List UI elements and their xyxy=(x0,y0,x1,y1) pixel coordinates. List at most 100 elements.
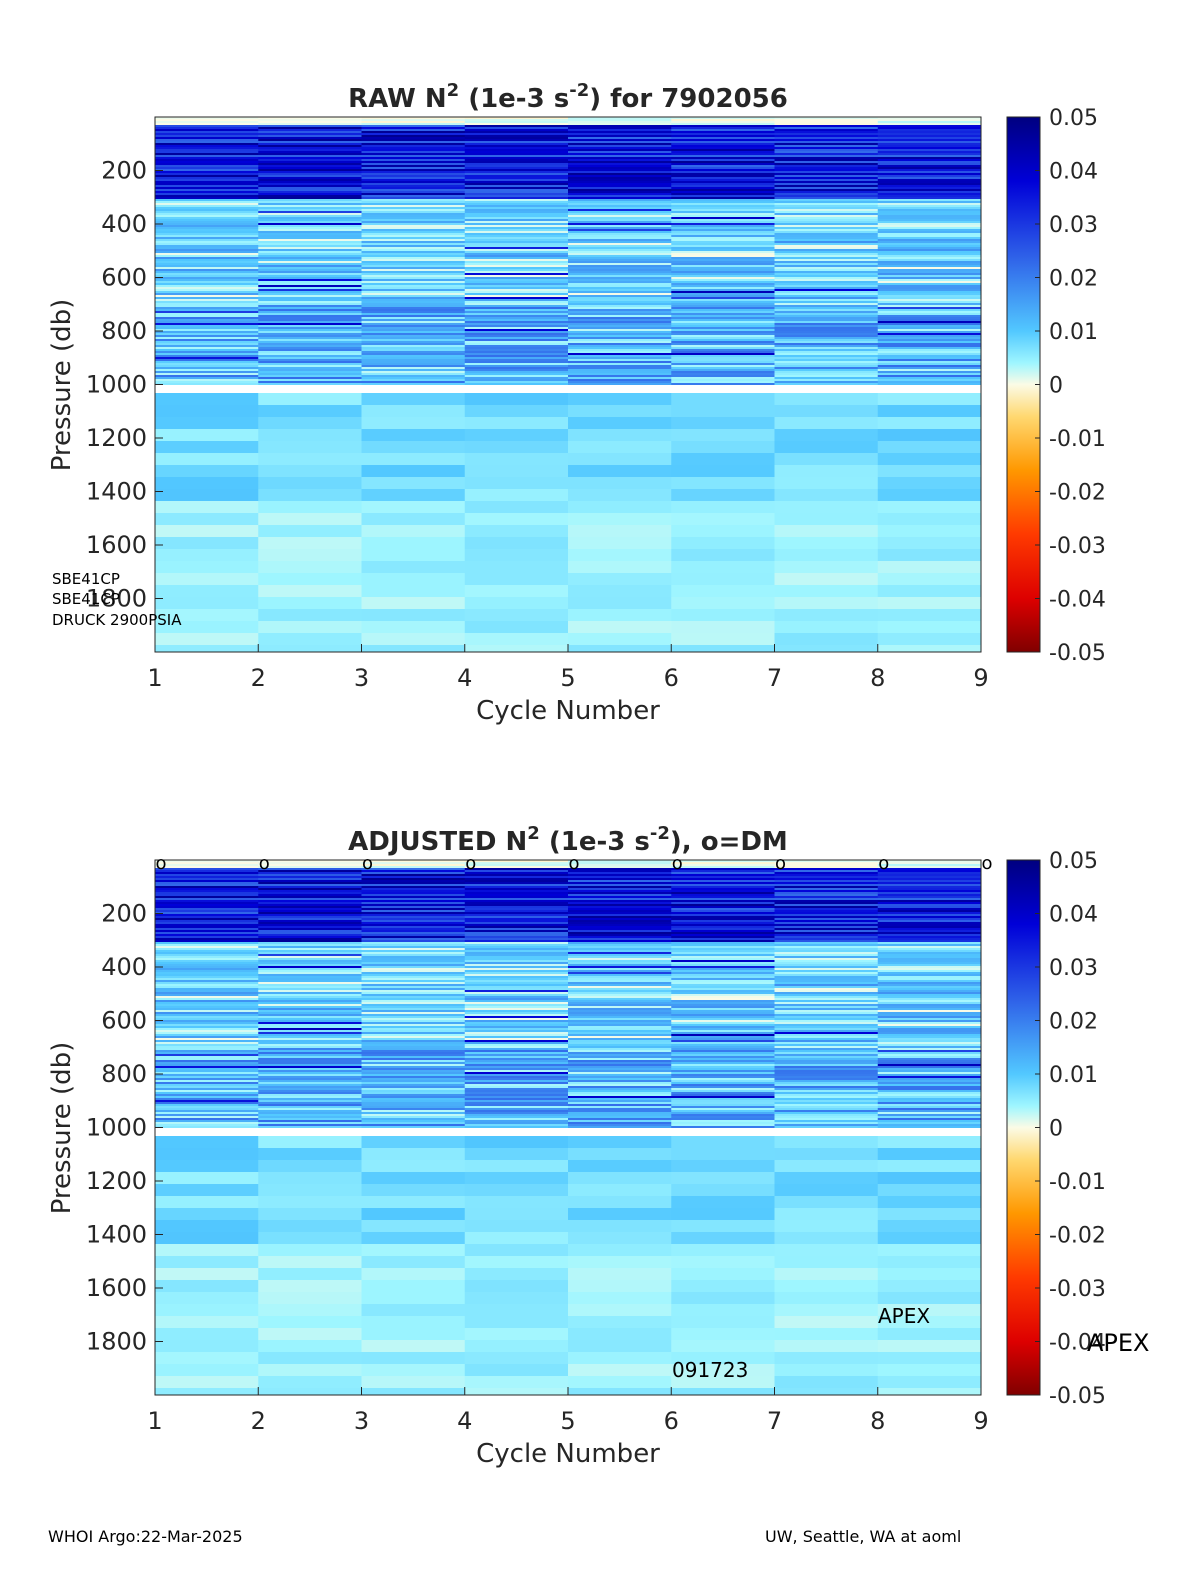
heat-cell xyxy=(464,990,569,992)
heat-cell xyxy=(258,359,362,361)
heat-cell xyxy=(774,890,879,892)
heat-cell xyxy=(258,307,362,309)
heat-cell xyxy=(155,896,259,898)
heat-cell xyxy=(877,149,982,151)
heat-cell xyxy=(877,259,982,261)
heat-cell xyxy=(464,153,569,155)
heat-cell xyxy=(155,279,259,281)
heat-cell xyxy=(568,926,672,928)
heat-cell xyxy=(877,1328,982,1340)
heat-cell xyxy=(258,1030,362,1032)
heat-cell xyxy=(671,996,775,998)
heat-cell xyxy=(671,1070,775,1072)
heat-cell xyxy=(361,383,466,385)
heat-cell xyxy=(464,1066,569,1068)
heat-cell xyxy=(774,1054,879,1056)
heat-cell xyxy=(155,880,259,882)
heat-cell xyxy=(774,914,879,916)
heat-cell xyxy=(774,345,879,347)
heat-cell xyxy=(155,191,259,193)
heat-cell xyxy=(568,137,672,139)
heat-cell xyxy=(258,956,362,958)
heat-cell xyxy=(155,1136,259,1148)
heat-cell xyxy=(877,1388,982,1395)
heat-cell xyxy=(258,179,362,181)
heat-cell xyxy=(361,954,466,956)
heat-cell xyxy=(464,343,569,345)
heat-cell xyxy=(877,281,982,283)
heat-cell xyxy=(774,984,879,986)
heat-cell xyxy=(877,1070,982,1072)
heat-cell xyxy=(877,884,982,886)
x-tick-label: 7 xyxy=(767,1407,782,1435)
heat-cell xyxy=(258,329,362,331)
heat-cell xyxy=(774,257,879,259)
heat-cell xyxy=(774,151,879,153)
heat-cell xyxy=(155,137,259,139)
heat-cell xyxy=(877,145,982,147)
heat-cell xyxy=(568,321,672,323)
heat-cell xyxy=(464,1160,569,1172)
heat-cell xyxy=(155,597,259,609)
heat-cell xyxy=(361,906,466,908)
heat-cell xyxy=(464,1120,569,1122)
heat-cell xyxy=(568,1056,672,1058)
heat-cell xyxy=(361,165,466,167)
heat-cell xyxy=(361,1116,466,1118)
heat-cell xyxy=(671,597,775,609)
heat-cell xyxy=(361,501,466,513)
heat-cell xyxy=(671,203,775,205)
heat-cell xyxy=(361,193,466,195)
heat-cell xyxy=(258,882,362,884)
heat-cell xyxy=(877,1316,982,1328)
heat-cell xyxy=(877,972,982,974)
heat-cell xyxy=(877,275,982,277)
heat-cell xyxy=(258,325,362,327)
heat-cell xyxy=(568,233,672,235)
heat-cell xyxy=(568,621,672,633)
heat-cell xyxy=(774,932,879,934)
heat-cell xyxy=(464,968,569,970)
heat-cell xyxy=(361,297,466,299)
heat-cell xyxy=(464,1316,569,1328)
heat-cell xyxy=(361,247,466,249)
heat-cell xyxy=(568,259,672,261)
heat-cell xyxy=(568,1120,672,1122)
heat-cell xyxy=(671,453,775,465)
heat-cell xyxy=(464,285,569,287)
heat-cell xyxy=(671,960,775,962)
heat-cell xyxy=(671,1080,775,1082)
heat-cell xyxy=(568,249,672,251)
heat-cell xyxy=(877,1172,982,1184)
heat-cell xyxy=(155,1092,259,1094)
heat-cell xyxy=(877,257,982,259)
heat-cell xyxy=(568,363,672,365)
heat-cell xyxy=(568,1050,672,1052)
heat-cell xyxy=(568,1024,672,1026)
heat-cell xyxy=(774,183,879,185)
heat-cell xyxy=(464,1016,569,1018)
heat-cell xyxy=(774,1352,879,1364)
heat-cell xyxy=(258,1084,362,1086)
heat-cell xyxy=(258,609,362,621)
heat-cell xyxy=(774,229,879,231)
heat-cell xyxy=(258,501,362,513)
heat-cell xyxy=(774,1088,879,1090)
heat-cell xyxy=(671,998,775,1000)
heat-cell xyxy=(568,1016,672,1018)
heat-cell xyxy=(877,227,982,229)
heat-cell xyxy=(877,984,982,986)
heat-cell xyxy=(568,143,672,145)
heat-cell xyxy=(671,127,775,129)
heat-cell xyxy=(361,207,466,209)
heat-cell xyxy=(774,872,879,874)
heat-cell xyxy=(155,177,259,179)
heat-cell xyxy=(155,1008,259,1010)
heat-cell xyxy=(361,335,466,337)
heat-cell xyxy=(464,1104,569,1106)
colorbar-tick-label: -0.02 xyxy=(1049,481,1106,506)
heat-cell xyxy=(155,938,259,940)
heat-cell xyxy=(464,1184,569,1196)
heat-cell xyxy=(155,954,259,956)
